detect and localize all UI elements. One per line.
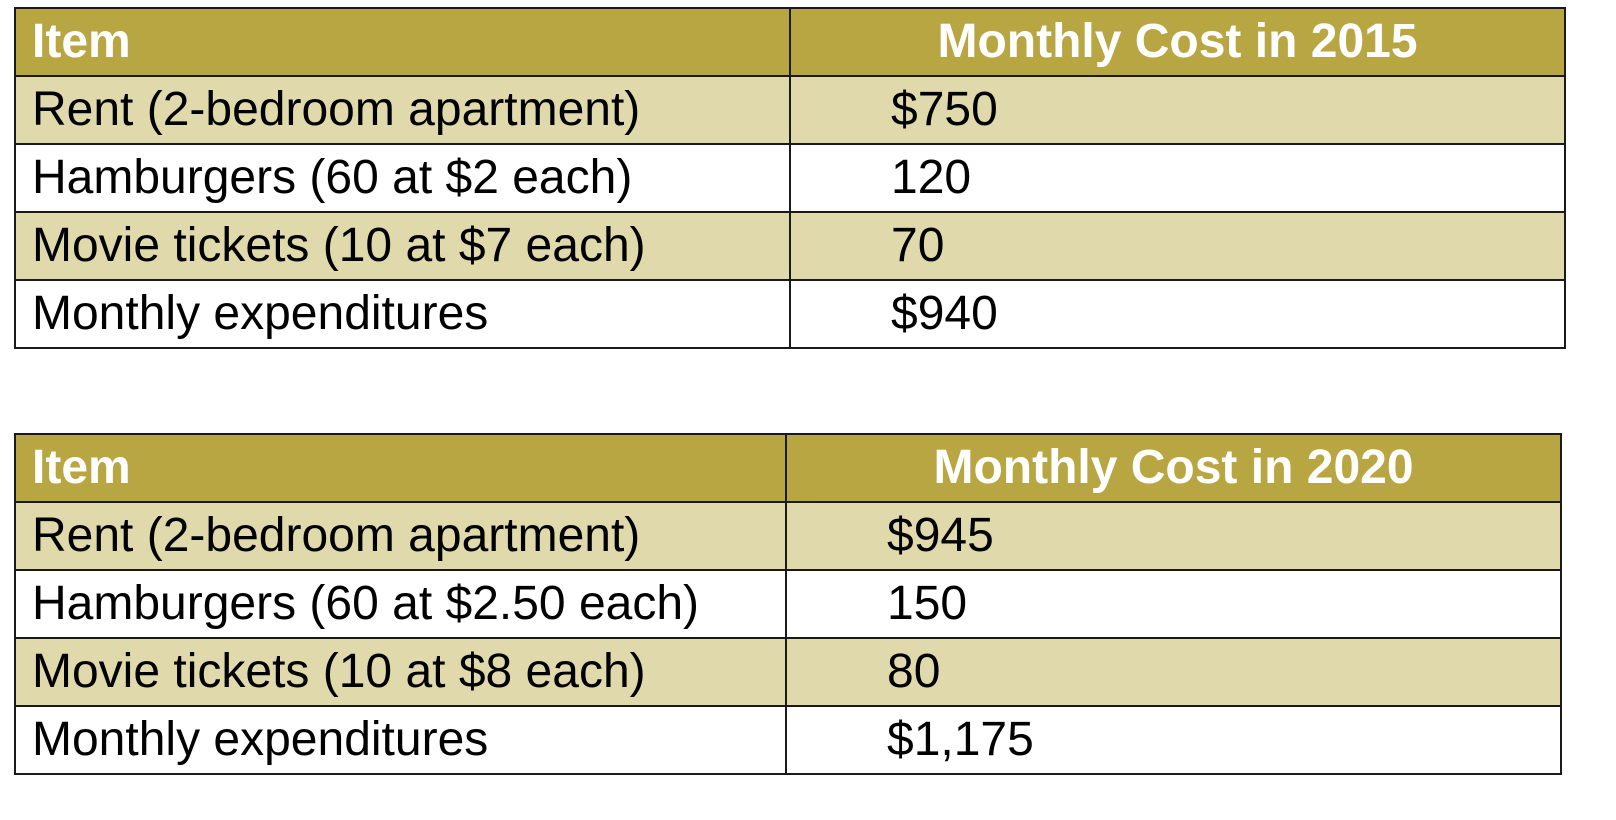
cost-cell: 150 (785, 569, 1562, 639)
cost-table-2015: Item Monthly Cost in 2015 Rent (2-bedroo… (14, 7, 1566, 349)
table-row: Rent (2-bedroom apartment) $945 (14, 501, 1562, 571)
item-cell: Movie tickets (10 at $8 each) (14, 637, 787, 707)
table-row: Hamburgers (60 at $2 each) 120 (14, 143, 1566, 213)
table-header-row: Item Monthly Cost in 2015 (14, 7, 1566, 77)
cost-cell: $750 (789, 75, 1566, 145)
cost-cell: $940 (789, 279, 1566, 349)
item-column-header: Item (14, 433, 787, 503)
item-cell: Hamburgers (60 at $2 each) (14, 143, 791, 213)
table-row: Movie tickets (10 at $8 each) 80 (14, 637, 1562, 707)
item-cell: Movie tickets (10 at $7 each) (14, 211, 791, 281)
table-row: Hamburgers (60 at $2.50 each) 150 (14, 569, 1562, 639)
item-cell: Rent (2-bedroom apartment) (14, 75, 791, 145)
cost-cell: 70 (789, 211, 1566, 281)
total-row: Monthly expenditures $940 (14, 279, 1566, 349)
total-row: Monthly expenditures $1,175 (14, 705, 1562, 775)
item-cell: Monthly expenditures (14, 705, 787, 775)
table-row: Movie tickets (10 at $7 each) 70 (14, 211, 1566, 281)
cost-table-2020: Item Monthly Cost in 2020 Rent (2-bedroo… (14, 433, 1562, 775)
cost-cell: 80 (785, 637, 1562, 707)
cost-cell: $945 (785, 501, 1562, 571)
item-cell: Monthly expenditures (14, 279, 791, 349)
cost-cell: $1,175 (785, 705, 1562, 775)
cost-column-header: Monthly Cost in 2015 (789, 7, 1566, 77)
cost-column-header: Monthly Cost in 2020 (785, 433, 1562, 503)
item-cell: Rent (2-bedroom apartment) (14, 501, 787, 571)
item-cell: Hamburgers (60 at $2.50 each) (14, 569, 787, 639)
table-row: Rent (2-bedroom apartment) $750 (14, 75, 1566, 145)
table-header-row: Item Monthly Cost in 2020 (14, 433, 1562, 503)
cost-cell: 120 (789, 143, 1566, 213)
item-column-header: Item (14, 7, 791, 77)
